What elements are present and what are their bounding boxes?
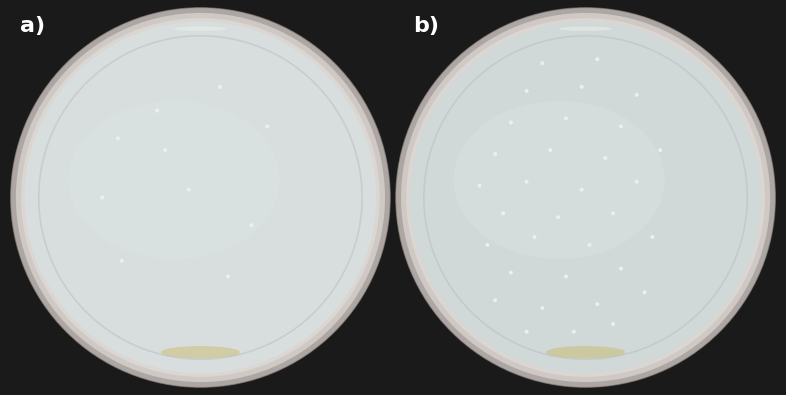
Ellipse shape [16,13,385,382]
Text: b): b) [413,16,439,36]
Ellipse shape [395,8,776,387]
Ellipse shape [524,330,529,334]
Ellipse shape [509,120,513,124]
Ellipse shape [501,211,505,215]
Ellipse shape [564,117,568,120]
Ellipse shape [174,26,227,31]
Ellipse shape [579,188,584,192]
Ellipse shape [493,152,498,156]
Ellipse shape [524,89,529,93]
Ellipse shape [410,22,762,373]
Text: a): a) [20,16,45,36]
Ellipse shape [587,243,592,247]
Ellipse shape [493,298,498,302]
Ellipse shape [477,184,482,188]
Ellipse shape [650,235,655,239]
Ellipse shape [634,93,639,97]
Ellipse shape [119,259,124,263]
Ellipse shape [249,223,254,227]
Ellipse shape [619,267,623,271]
Ellipse shape [556,215,560,219]
Ellipse shape [595,302,600,306]
Ellipse shape [619,124,623,128]
Ellipse shape [186,188,191,192]
Ellipse shape [401,13,770,382]
Ellipse shape [546,346,625,358]
Ellipse shape [603,156,608,160]
Ellipse shape [24,22,376,373]
Ellipse shape [564,275,568,278]
Ellipse shape [454,101,665,259]
Ellipse shape [161,346,240,358]
Ellipse shape [406,18,765,377]
Ellipse shape [116,136,120,140]
Ellipse shape [509,271,513,275]
Ellipse shape [485,243,490,247]
Ellipse shape [579,85,584,89]
Ellipse shape [163,148,167,152]
Ellipse shape [218,85,222,89]
Ellipse shape [634,180,639,184]
Ellipse shape [68,101,280,259]
Ellipse shape [595,57,600,61]
Ellipse shape [611,322,615,326]
Ellipse shape [226,275,230,278]
Ellipse shape [559,26,612,31]
Ellipse shape [540,306,545,310]
Ellipse shape [642,290,647,294]
Ellipse shape [658,148,663,152]
Ellipse shape [571,330,576,334]
Ellipse shape [21,18,380,377]
Ellipse shape [155,109,160,113]
Ellipse shape [548,148,553,152]
Ellipse shape [532,235,537,239]
Ellipse shape [265,124,270,128]
Ellipse shape [611,211,615,215]
Ellipse shape [524,180,529,184]
Ellipse shape [540,61,545,65]
Ellipse shape [100,196,105,199]
Ellipse shape [10,8,391,387]
